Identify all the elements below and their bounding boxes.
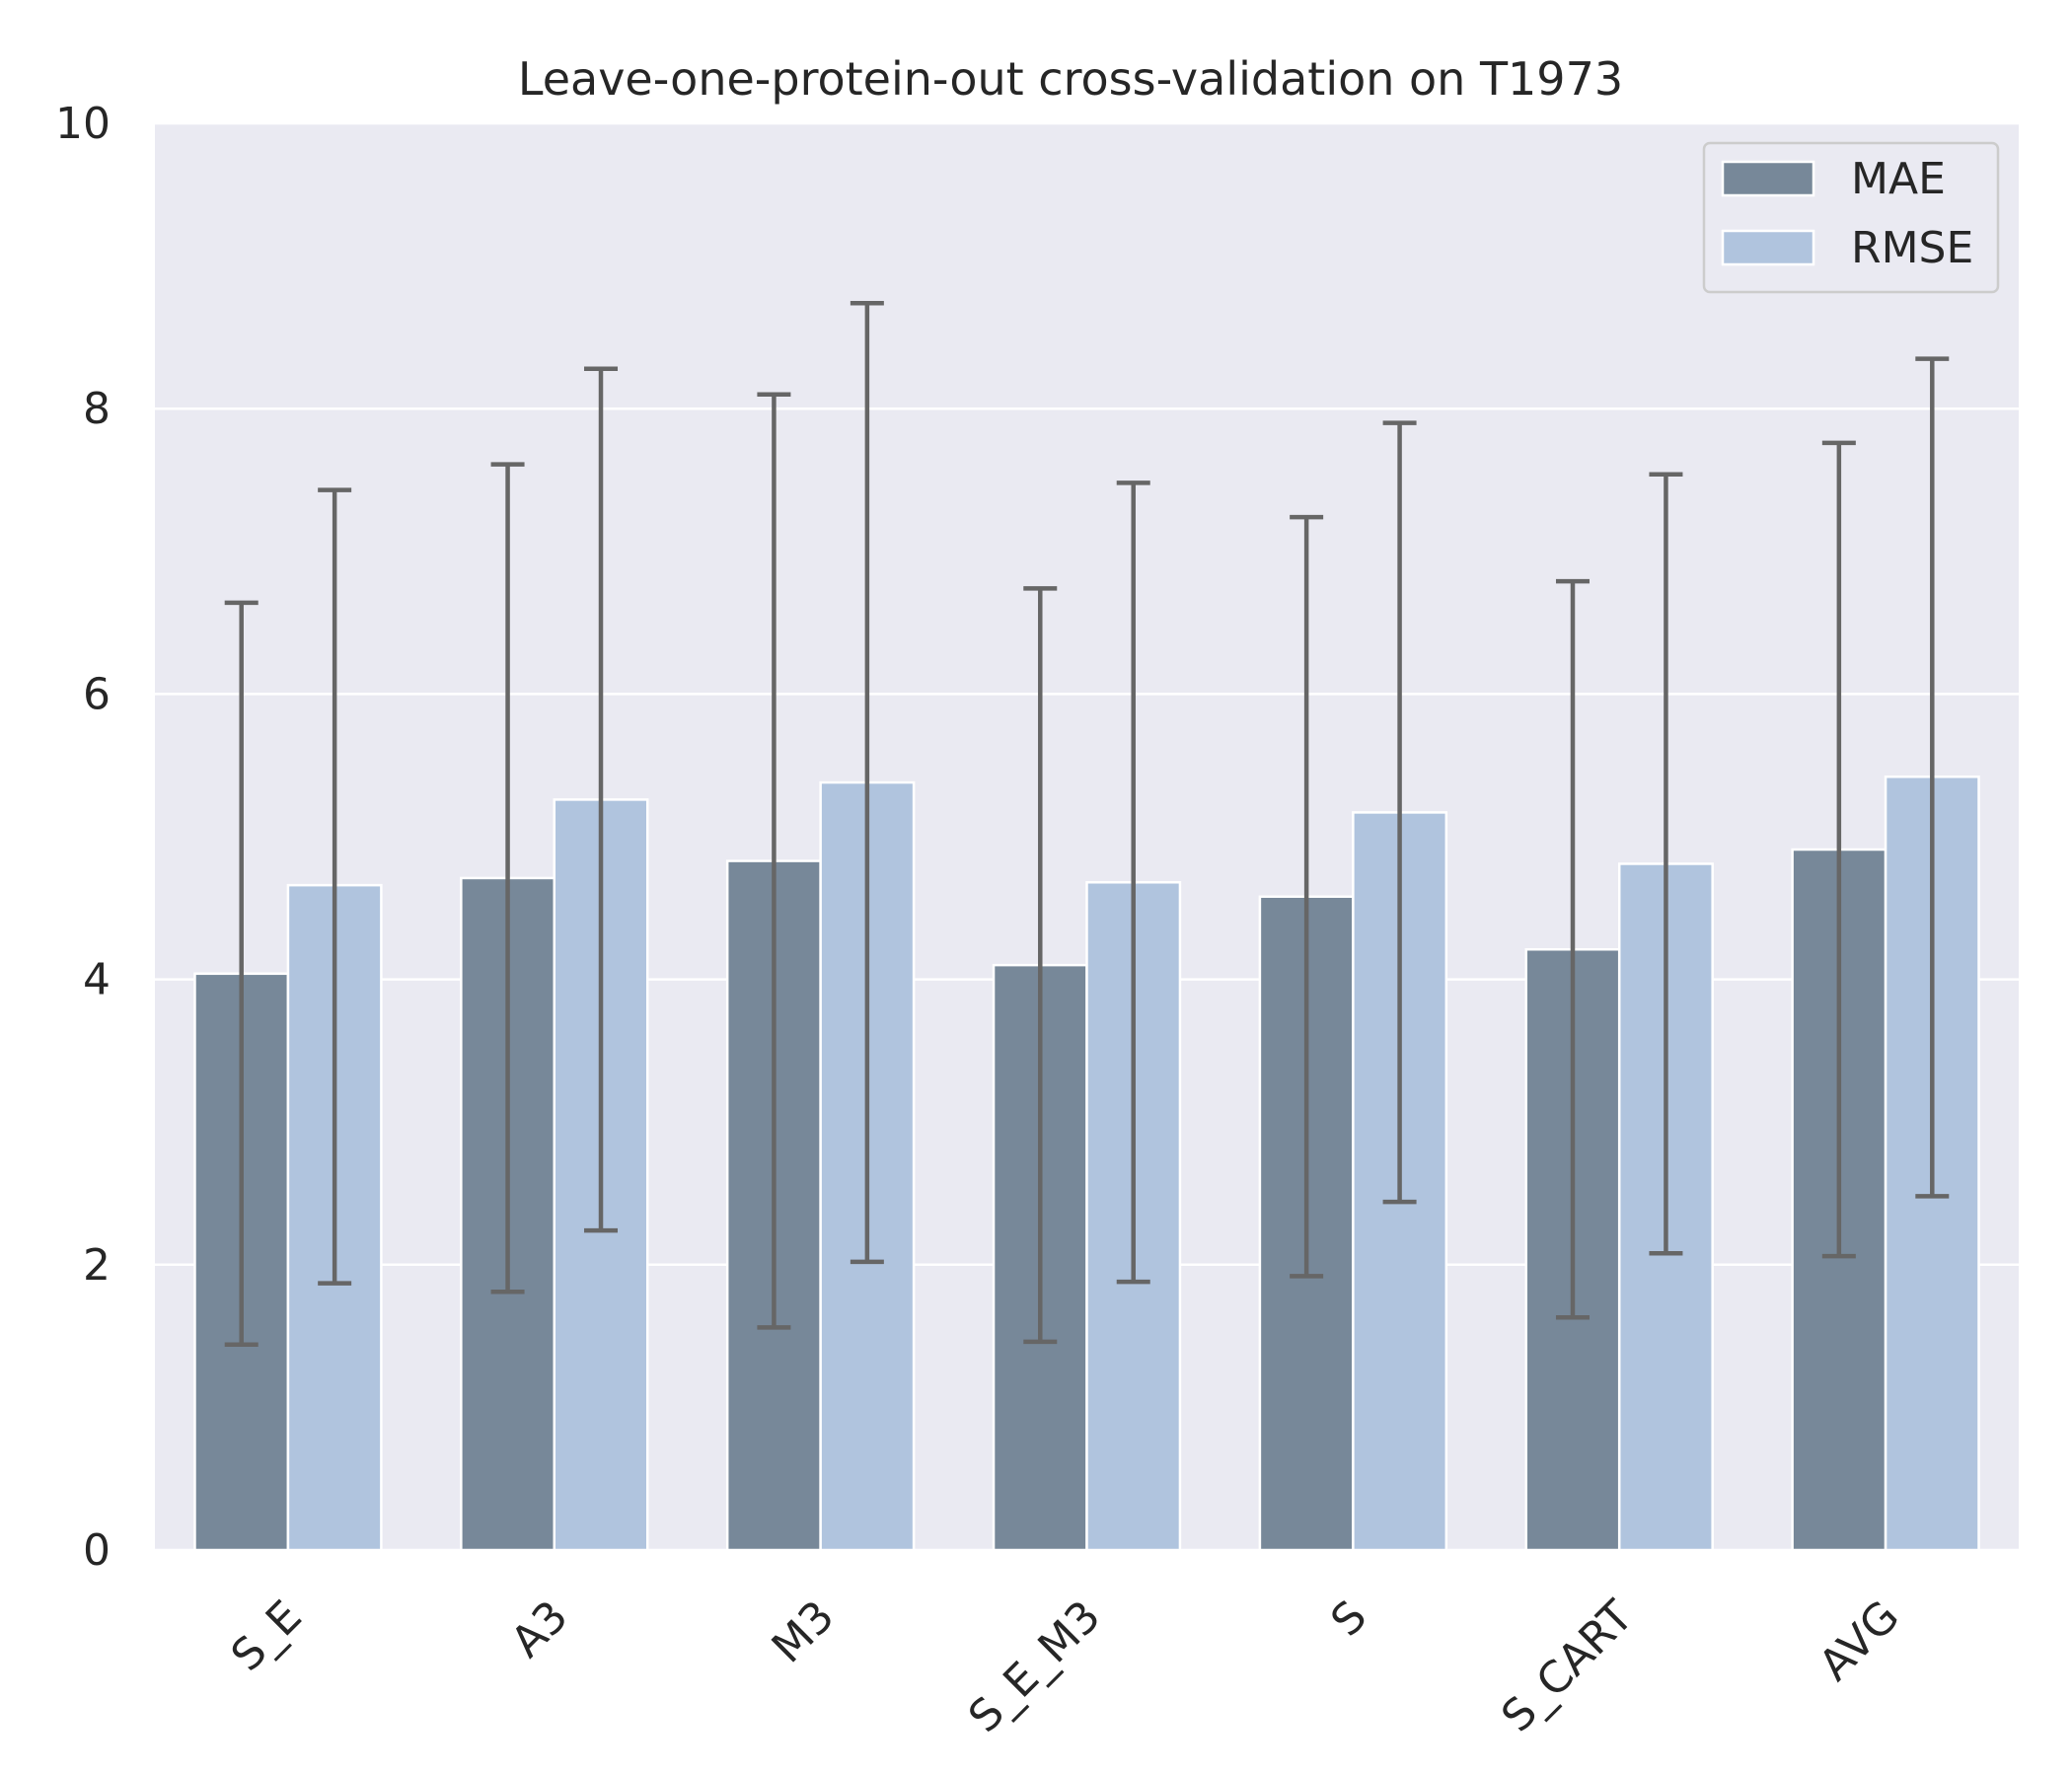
error-bar — [584, 366, 619, 1233]
x-tick-label: S — [1321, 1591, 1376, 1647]
error-bar — [1382, 420, 1417, 1205]
y-axis: 0 2 4 6 8 10 — [55, 99, 111, 1576]
bars — [193, 776, 1980, 1552]
error-bar — [850, 300, 884, 1265]
y-tick-label: 6 — [83, 669, 111, 719]
x-tick-label: AVG — [1810, 1591, 1909, 1691]
error-bar — [224, 600, 259, 1348]
y-tick-label: 8 — [83, 384, 111, 434]
x-tick-label: M3 — [763, 1591, 845, 1673]
legend: MAE RMSE — [1702, 141, 2000, 294]
x-axis: S_E A3 M3 S_E_M3 S S_CART AVG — [222, 1591, 1909, 1742]
error-bar — [1023, 586, 1058, 1345]
legend-label-mae: MAE — [1851, 154, 1946, 204]
legend-label-rmse: RMSE — [1851, 223, 1973, 273]
y-tick-label: 4 — [83, 955, 111, 1005]
x-tick-label: A3 — [501, 1591, 577, 1667]
chart-title: Leave-one-protein-out cross-validation o… — [518, 52, 1623, 106]
error-bars — [224, 300, 1950, 1348]
error-bar — [1915, 356, 1950, 1199]
error-bar — [318, 487, 352, 1286]
legend-swatch-mae — [1721, 160, 1815, 197]
error-bar — [1821, 440, 1856, 1259]
y-tick-label: 10 — [55, 99, 111, 149]
x-tick-label: S_E_M3 — [959, 1591, 1110, 1742]
error-bar — [1555, 578, 1590, 1320]
y-tick-label: 0 — [83, 1525, 111, 1576]
y-tick-label: 2 — [83, 1240, 111, 1291]
error-bar — [1290, 514, 1324, 1279]
x-tick-label: S_CART — [1492, 1591, 1643, 1742]
error-bar — [490, 462, 525, 1295]
x-tick-label: S_E — [222, 1591, 312, 1681]
legend-swatch-rmse — [1721, 229, 1815, 266]
error-bar — [1649, 472, 1683, 1256]
error-bar — [1116, 481, 1150, 1285]
error-bar — [757, 392, 791, 1330]
